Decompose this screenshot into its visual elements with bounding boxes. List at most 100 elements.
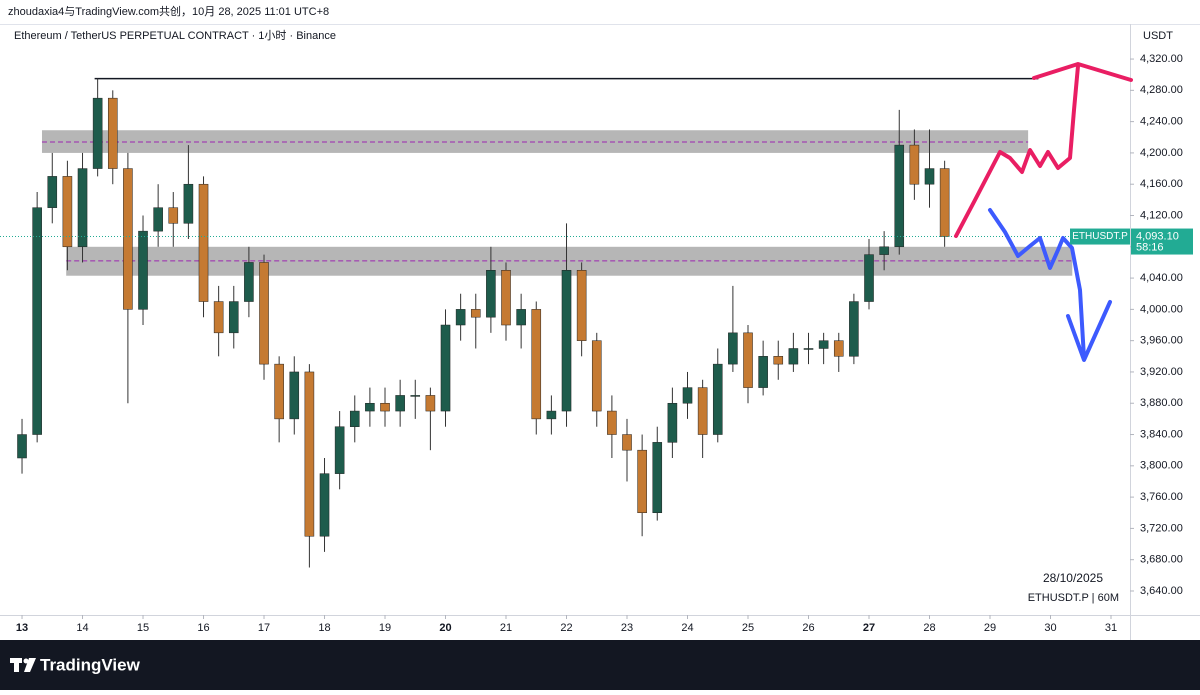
y-tick-label: 4,160.00 — [1140, 178, 1183, 190]
y-tick-label: 3,840.00 — [1140, 428, 1183, 440]
candle-body — [440, 324, 451, 412]
candle-body — [788, 348, 799, 365]
candle-body — [289, 371, 300, 420]
candle-body — [168, 207, 179, 224]
candle-body — [818, 340, 829, 349]
x-tick-label: 20 — [439, 622, 451, 634]
candle-body — [274, 363, 284, 420]
blue-arrow — [988, 208, 1086, 360]
y-tick-label: 3,760.00 — [1140, 491, 1183, 503]
candle-body — [47, 176, 58, 208]
candle-body — [380, 402, 390, 412]
x-tick-label: 30 — [1044, 622, 1056, 634]
x-tick-label: 29 — [984, 622, 996, 634]
candle-body — [622, 434, 632, 451]
candle-body — [259, 262, 269, 365]
attribution: zhoudaxia4与TradingView.com共创，10月 28, 202… — [8, 5, 329, 18]
candle-body — [682, 387, 693, 404]
candle-body — [728, 332, 738, 365]
y-tick-label: 3,720.00 — [1140, 522, 1183, 534]
y-tick-label: 4,120.00 — [1140, 209, 1183, 221]
candle-body — [637, 449, 647, 514]
x-tick-label: 17 — [258, 622, 270, 634]
y-tick-label: 4,280.00 — [1140, 84, 1183, 96]
candle-body — [410, 395, 421, 397]
y-tick-label: 3,960.00 — [1140, 335, 1183, 347]
candle-body — [395, 395, 405, 412]
date-label: 28/10/2025 — [1043, 571, 1103, 585]
candle-body — [123, 168, 133, 310]
candle-body — [365, 402, 375, 412]
candle-body — [92, 97, 103, 169]
symbol-label: ETHUSDT.P | 60M — [1028, 592, 1119, 604]
candle-body — [667, 402, 678, 443]
candle-body — [486, 270, 496, 318]
candle-body — [62, 176, 73, 248]
y-tick-label: 4,240.00 — [1140, 116, 1183, 128]
y-tick-label: 4,200.00 — [1140, 147, 1183, 159]
x-tick-label: 22 — [560, 622, 572, 634]
candle-body — [864, 254, 874, 302]
candle-body — [849, 301, 859, 357]
x-tick-label: 23 — [621, 622, 633, 634]
candle-body — [773, 356, 784, 365]
zone — [41, 130, 1029, 153]
symbol-badge — [1070, 228, 1130, 245]
currency-label: USDT — [1143, 30, 1173, 42]
candle-body — [334, 426, 345, 474]
candle-body — [712, 363, 723, 435]
chart-title: Ethereum / TetherUS PERPETUAL CONTRACT ·… — [14, 29, 336, 42]
price-badge — [1131, 228, 1193, 255]
candle-body — [652, 442, 663, 514]
candle-body — [607, 410, 617, 435]
x-tick-label: 21 — [500, 622, 512, 634]
pink-arrow — [954, 64, 1080, 238]
candle-body — [833, 340, 844, 357]
y-tick-label: 4,000.00 — [1140, 303, 1183, 315]
candle-body — [501, 270, 511, 326]
brand-name: TradingView — [40, 655, 141, 674]
blue-arrowhead — [1066, 300, 1112, 362]
footer — [0, 640, 1200, 690]
candle-body — [138, 230, 148, 310]
symbol-badge-label: ETHUSDT.P — [1072, 231, 1128, 242]
candle-body — [591, 340, 602, 412]
y-tick-label: 4,320.00 — [1140, 53, 1183, 65]
candle-body — [803, 348, 814, 350]
x-tick-label: 14 — [76, 622, 88, 634]
y-tick-label: 3,880.00 — [1140, 397, 1183, 409]
candle-body — [228, 301, 239, 334]
pink-arrowhead — [1032, 62, 1133, 82]
x-tick-label: 18 — [318, 622, 330, 634]
x-tick-label: 24 — [681, 622, 693, 634]
candle-body — [32, 207, 42, 435]
candle-body — [531, 309, 542, 420]
candle-body — [909, 144, 920, 185]
x-tick-label: 28 — [923, 622, 935, 634]
y-tick-label: 3,800.00 — [1140, 460, 1183, 472]
candle-body — [758, 356, 768, 388]
candle-body — [879, 246, 889, 255]
candle-body — [743, 332, 753, 388]
candle-body — [77, 168, 88, 248]
x-tick-label: 15 — [137, 622, 149, 634]
x-tick-label: 31 — [1105, 622, 1117, 634]
candle-body — [107, 97, 118, 169]
candle-body — [153, 207, 163, 232]
x-tick-label: 25 — [742, 622, 754, 634]
candle-body — [213, 301, 224, 334]
candle-body — [546, 410, 557, 420]
x-tick-label: 16 — [197, 622, 209, 634]
price-badge-label: 4,093.10 — [1136, 230, 1179, 242]
plot-area — [0, 77, 1130, 568]
candle-body — [939, 168, 950, 237]
candle-body — [244, 262, 254, 302]
candle-body — [183, 183, 194, 224]
y-tick-label: 3,920.00 — [1140, 366, 1183, 378]
x-tick-label: 13 — [16, 622, 28, 634]
candle-body — [697, 387, 708, 435]
candle-body — [894, 144, 905, 248]
candle-body — [198, 183, 209, 302]
logo-part — [14, 658, 19, 672]
